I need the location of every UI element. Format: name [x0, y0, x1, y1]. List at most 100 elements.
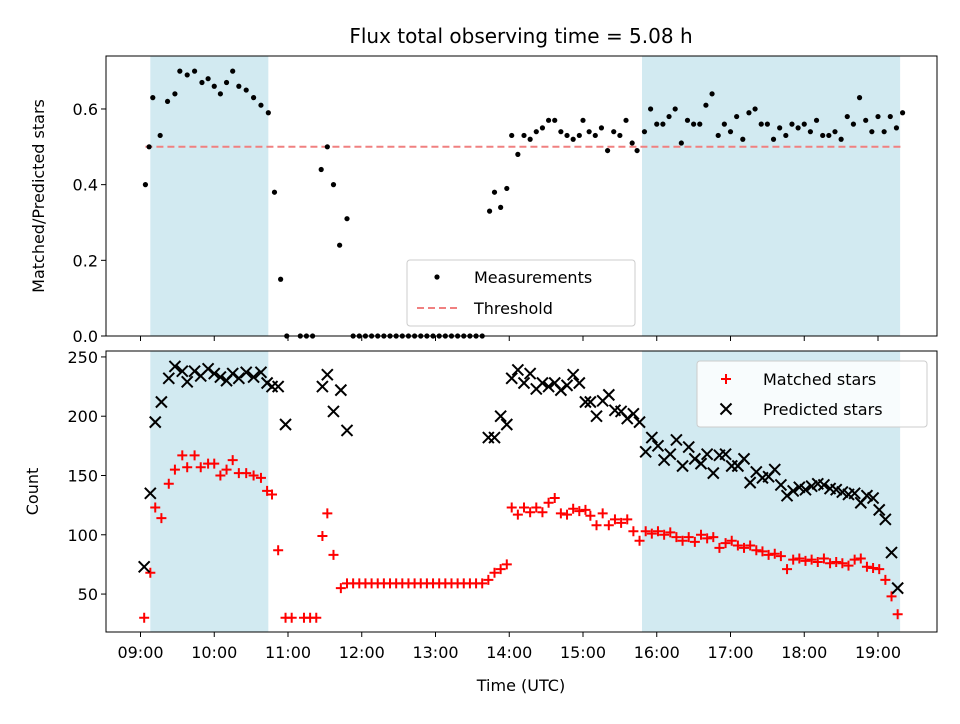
measurement-point: [418, 333, 424, 339]
matched-star-point: [726, 535, 737, 546]
predicted-star-point: [488, 431, 501, 444]
legend-panel-1: [406, 259, 636, 327]
matched-star-point: [519, 502, 529, 513]
measurement-point: [230, 68, 236, 74]
matched-star-point: [145, 567, 156, 578]
predicted-star-point: [694, 457, 708, 470]
measurement-point: [387, 333, 393, 339]
measurement-point: [580, 117, 586, 123]
matched-star-point: [855, 553, 866, 564]
measurement-point: [442, 333, 448, 339]
measurement-point: [875, 113, 881, 120]
predicted-star-point: [232, 372, 246, 385]
predicted-star-point: [144, 487, 157, 500]
predicted-star-point: [737, 452, 751, 466]
measurement-point: [539, 125, 546, 131]
predicted-star-point: [181, 375, 194, 389]
predicted-star-point: [279, 418, 292, 431]
predicted-star-point: [240, 366, 253, 379]
measurement-point: [324, 144, 330, 150]
measurement-point: [832, 129, 838, 135]
matched-star-point: [189, 450, 200, 461]
matched-star-point: [335, 583, 346, 594]
matched-star-point: [555, 508, 566, 519]
matched-star-point: [328, 549, 339, 560]
matched-star-point: [616, 517, 627, 528]
measurement-point: [309, 333, 316, 339]
predicted-star-point: [774, 478, 788, 492]
measurement-point: [356, 333, 362, 339]
matched-star-point: [868, 562, 879, 573]
matched-star-point: [580, 504, 591, 515]
predicted-star-point: [500, 418, 513, 431]
matched-star-point: [489, 567, 500, 578]
panel-2-y-tick-label: 200: [67, 407, 98, 426]
matched-star-point: [597, 508, 608, 519]
measurement-point: [350, 333, 356, 339]
measurement-point: [498, 204, 504, 210]
measurement-point: [604, 147, 611, 154]
measurement-point: [564, 132, 570, 139]
matched-star-point: [273, 545, 284, 556]
measurement-point: [265, 110, 271, 116]
predicted-star-point: [817, 478, 831, 492]
matched-star-point: [671, 532, 682, 543]
matched-star-point: [574, 506, 585, 517]
legend-measurements-marker: [434, 274, 440, 280]
x-tick-label: 19:00: [855, 643, 901, 662]
x-tick-label: 16:00: [634, 643, 680, 662]
measurement-point: [330, 182, 337, 188]
matched-star-point: [177, 450, 188, 461]
matched-star-point: [794, 553, 805, 564]
measurement-point: [399, 333, 405, 339]
predicted-star-point: [149, 415, 162, 429]
matched-star-point: [696, 529, 706, 540]
matched-star-point: [311, 612, 322, 623]
measurement-point: [467, 333, 473, 339]
predicted-star-point: [155, 395, 168, 409]
predicted-star-point: [639, 445, 652, 458]
measurement-point: [184, 72, 190, 78]
measurement-point: [491, 189, 498, 195]
measurement-point: [838, 136, 844, 142]
matched-star-point: [837, 558, 848, 569]
measurement-point: [486, 208, 493, 214]
predicted-star-point: [542, 380, 555, 393]
matched-star-point: [849, 554, 860, 565]
matched-star-point: [286, 612, 297, 623]
matched-star-point: [150, 502, 161, 513]
measurement-point: [527, 136, 533, 142]
measurement-point: [617, 132, 623, 139]
measurement-point: [691, 121, 697, 127]
matched-star-point: [886, 591, 897, 602]
measurement-point: [629, 140, 635, 146]
measurement-point: [598, 125, 605, 131]
predicted-star-point: [700, 447, 714, 461]
predicted-star-point: [247, 370, 260, 384]
matched-star-point: [227, 455, 238, 466]
measurement-point: [191, 68, 198, 74]
matched-star-point: [769, 548, 780, 559]
panel-1-y-tick-label: 0.2: [73, 251, 98, 270]
measurement-point: [278, 276, 284, 282]
measurement-point: [375, 333, 381, 339]
matched-star-point: [195, 462, 206, 473]
matched-star-point: [628, 526, 639, 537]
predicted-star-point: [719, 447, 732, 461]
matched-star-point: [775, 551, 786, 562]
predicted-star-point: [743, 476, 757, 489]
predicted-star-point: [799, 483, 812, 496]
measurement-point: [424, 333, 430, 339]
measurement-point: [807, 129, 813, 135]
matched-star-point: [568, 503, 579, 514]
measurement-point: [243, 87, 249, 93]
measurement-point: [746, 110, 752, 116]
matched-star-point: [537, 507, 548, 518]
measurement-point: [856, 95, 863, 101]
measurement-point: [634, 147, 640, 154]
x-tick-label: 10:00: [191, 643, 237, 662]
measurement-point: [721, 121, 727, 127]
matched-star-point: [708, 532, 719, 543]
measurement-point: [715, 132, 721, 139]
matched-star-point: [495, 564, 506, 575]
